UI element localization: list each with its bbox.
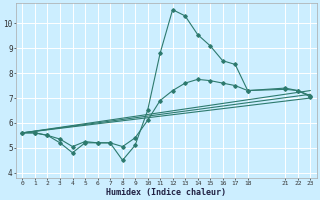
- X-axis label: Humidex (Indice chaleur): Humidex (Indice chaleur): [106, 188, 226, 197]
